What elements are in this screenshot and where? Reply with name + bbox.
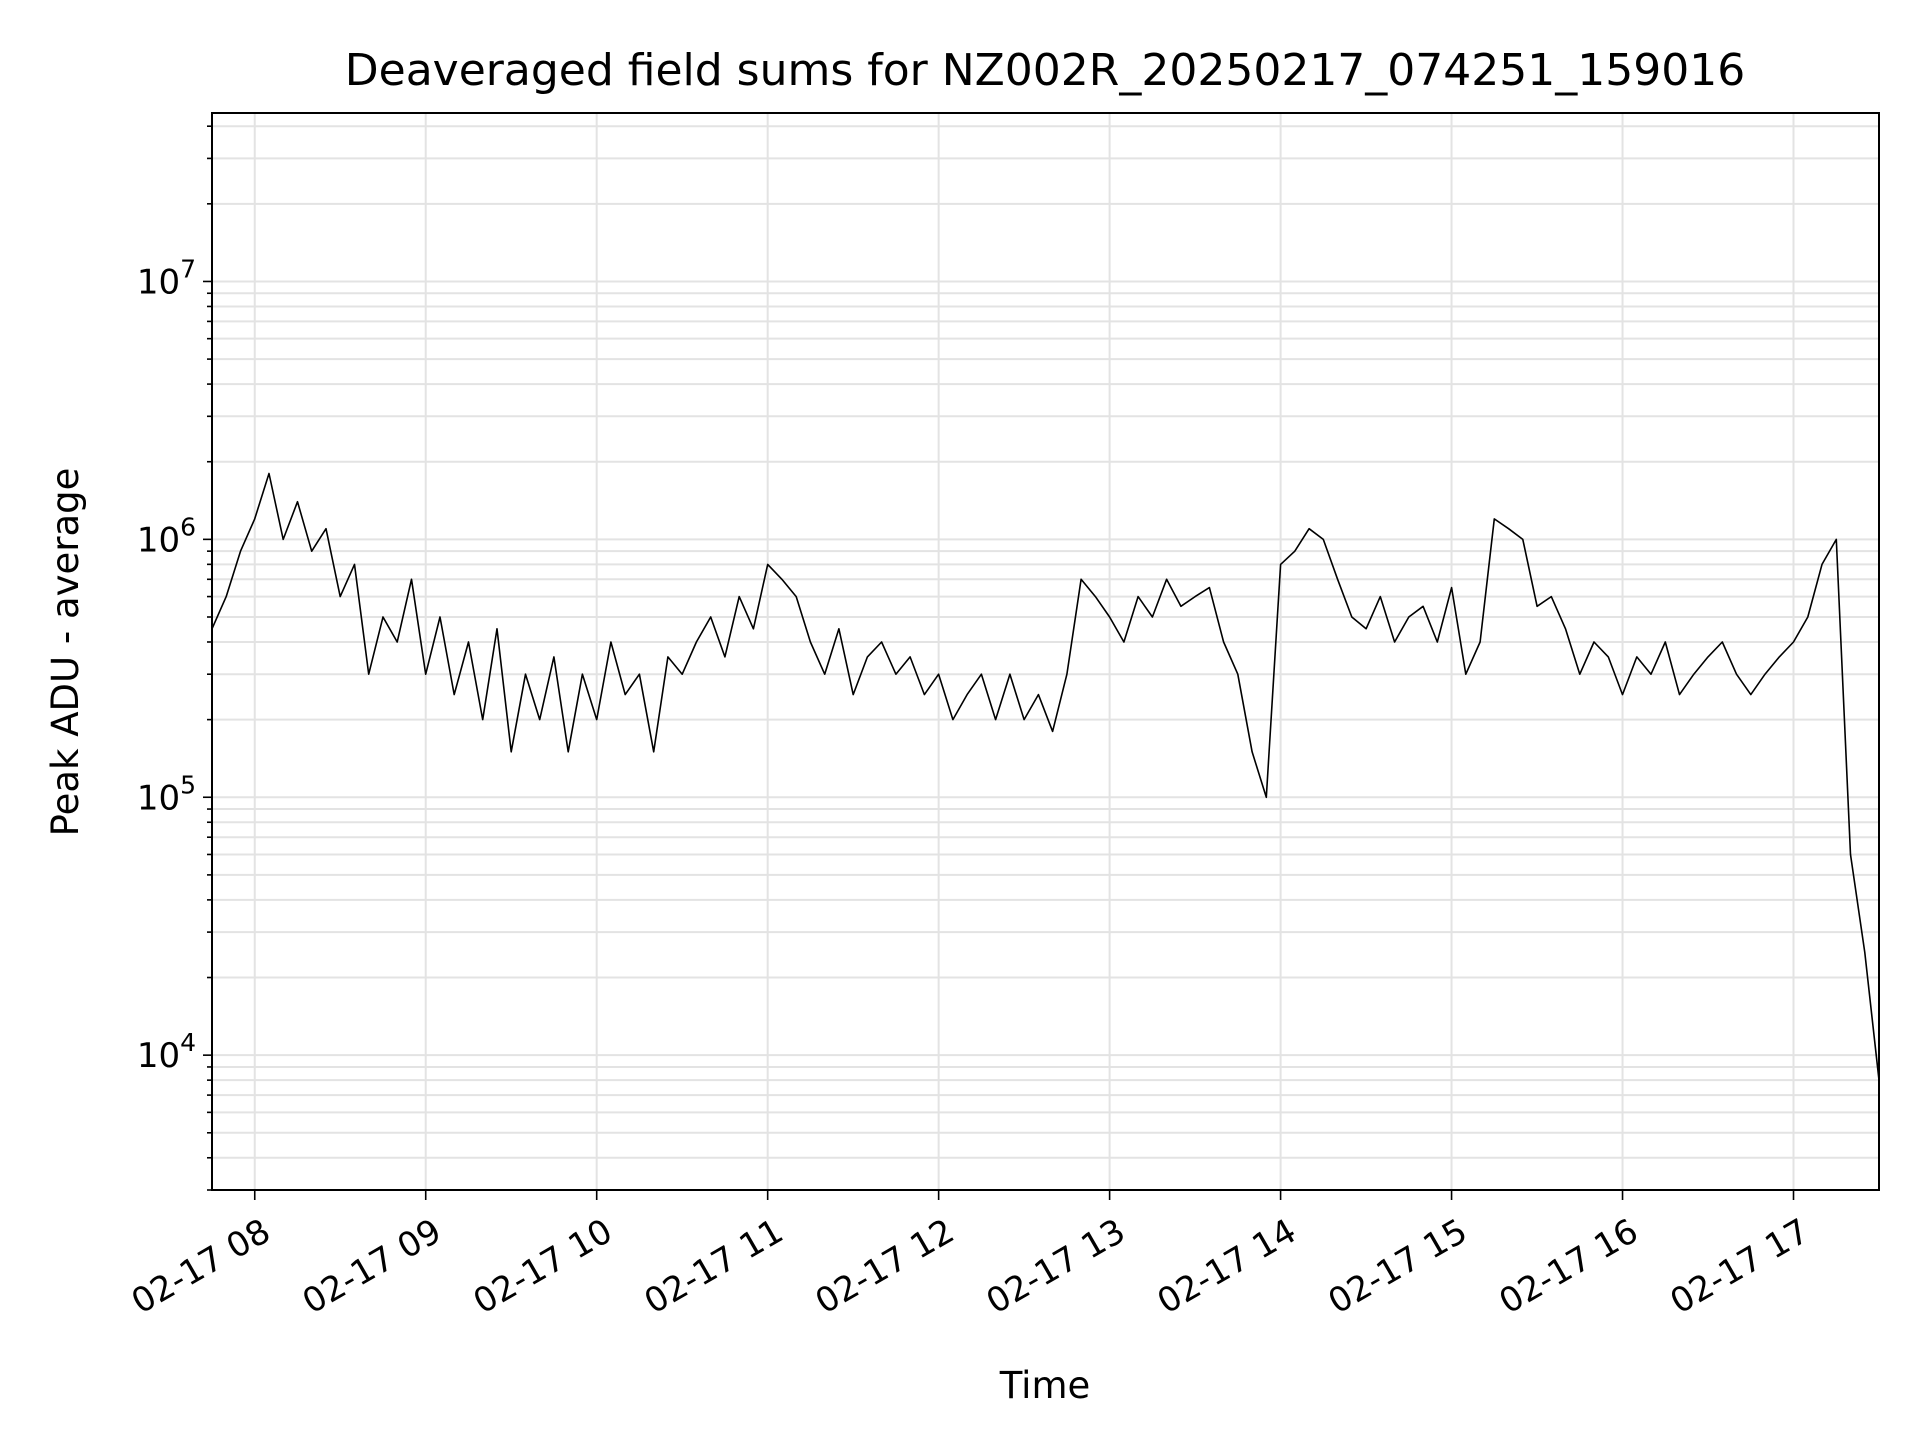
- x-tick-label: 02-17 15: [1322, 1211, 1474, 1322]
- x-tick-label: 02-17 16: [1493, 1211, 1645, 1322]
- x-tick-label: 02-17 14: [1151, 1211, 1303, 1322]
- x-axis: 02-17 08 02-17 09 02-17 10 02-17 11 02-17 12…: [125, 1190, 1816, 1322]
- x-tick-label: 02-17 11: [638, 1211, 790, 1322]
- chart-title: Deaveraged field sums for NZ002R_2025021…: [345, 45, 1745, 96]
- y-tick-label: 104: [137, 1028, 196, 1076]
- x-tick-label: 02-17 17: [1664, 1211, 1816, 1322]
- y-axis-label: Peak ADU - average: [44, 468, 87, 837]
- y-axis: 104 105 106 107: [137, 125, 212, 1191]
- x-tick-label: 02-17 09: [296, 1211, 448, 1322]
- x-tick-label: 02-17 08: [125, 1211, 277, 1322]
- x-tick-label: 02-17 13: [980, 1211, 1132, 1322]
- plot-frame: [211, 112, 1880, 1191]
- y-tick-label: 106: [137, 512, 196, 560]
- x-tick-label: 02-17 10: [467, 1211, 619, 1322]
- y-tick-label: 105: [137, 770, 196, 818]
- series-line: [211, 472, 1880, 1081]
- x-axis-label: Time: [999, 1364, 1091, 1407]
- grid: [212, 113, 1879, 1191]
- y-tick-label: 107: [137, 254, 196, 302]
- x-tick-label: 02-17 12: [809, 1211, 961, 1322]
